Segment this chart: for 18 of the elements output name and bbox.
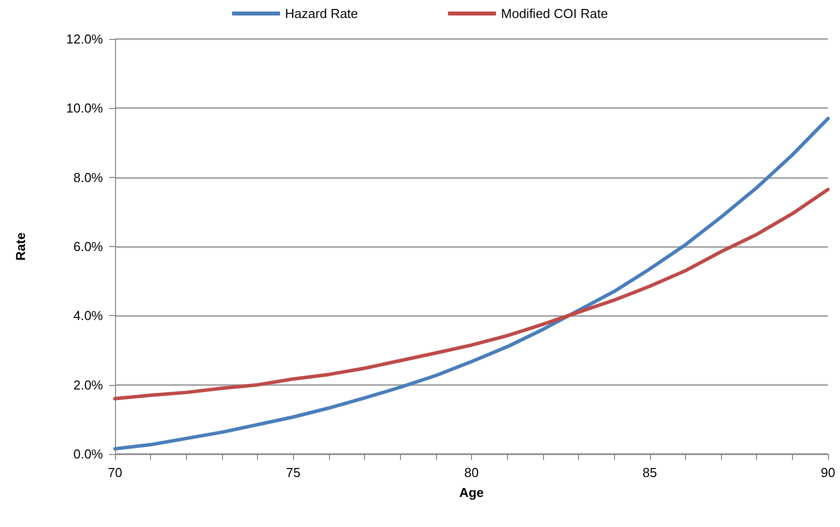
x-tick-label: 85 (642, 465, 657, 480)
x-tick-label: 90 (820, 465, 836, 480)
x-axis-title: Age (459, 485, 484, 500)
x-tick-label: 75 (286, 465, 300, 480)
y-tick-label: 6.0% (73, 239, 104, 254)
y-tick-label: 8.0% (73, 170, 104, 185)
y-tick-label: 10.0% (66, 100, 104, 116)
x-tick-label: 70 (108, 465, 122, 480)
y-tick-label: 12.0% (66, 32, 104, 46)
x-tick-label: 80 (464, 465, 479, 480)
y-tick-label: 2.0% (73, 377, 104, 392)
y-axis-title: Rate (13, 232, 28, 261)
legend-label: Hazard Rate (285, 6, 358, 21)
legend-label: Modified COI Rate (501, 6, 608, 21)
y-tick-label: 0.0% (73, 446, 104, 462)
line-series (113, 188, 830, 400)
line-series (113, 116, 830, 451)
y-tick-label: 4.0% (73, 308, 104, 324)
